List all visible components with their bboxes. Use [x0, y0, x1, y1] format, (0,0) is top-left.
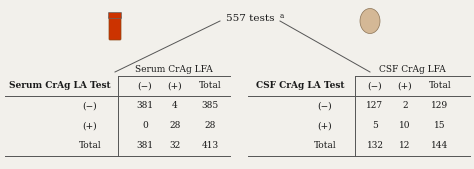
Text: Total: Total — [314, 141, 337, 151]
Text: (+): (+) — [82, 122, 97, 130]
Text: 4: 4 — [172, 102, 178, 111]
Text: (−): (−) — [318, 102, 332, 111]
Text: (+): (+) — [318, 122, 332, 130]
Text: 32: 32 — [169, 141, 181, 151]
FancyBboxPatch shape — [109, 16, 121, 40]
Text: 12: 12 — [399, 141, 410, 151]
Text: 5: 5 — [372, 122, 378, 130]
Text: (−): (−) — [82, 102, 97, 111]
Text: 28: 28 — [204, 122, 216, 130]
Text: 129: 129 — [431, 102, 448, 111]
Text: Total: Total — [79, 141, 101, 151]
Text: (+): (+) — [168, 81, 182, 91]
Text: CSF CrAg LFA: CSF CrAg LFA — [379, 65, 446, 74]
Text: 385: 385 — [201, 102, 219, 111]
Text: 144: 144 — [431, 141, 448, 151]
Text: 413: 413 — [201, 141, 219, 151]
Text: 15: 15 — [434, 122, 446, 130]
Text: (+): (+) — [398, 81, 412, 91]
Text: 10: 10 — [399, 122, 411, 130]
Text: CSF CrAg LA Test: CSF CrAg LA Test — [256, 81, 344, 91]
Text: 557 tests: 557 tests — [226, 14, 274, 23]
Text: 381: 381 — [137, 141, 154, 151]
Text: Total: Total — [199, 81, 221, 91]
Text: 381: 381 — [137, 102, 154, 111]
Text: Serum CrAg LFA: Serum CrAg LFA — [135, 65, 213, 74]
FancyBboxPatch shape — [109, 13, 121, 18]
Text: (−): (−) — [368, 81, 383, 91]
Text: 132: 132 — [366, 141, 383, 151]
Text: 0: 0 — [142, 122, 148, 130]
Text: Total: Total — [428, 81, 451, 91]
Text: 2: 2 — [402, 102, 408, 111]
Text: 28: 28 — [169, 122, 181, 130]
Text: 127: 127 — [366, 102, 383, 111]
Text: Serum CrAg LA Test: Serum CrAg LA Test — [9, 81, 111, 91]
Text: a: a — [280, 12, 284, 20]
Ellipse shape — [360, 8, 380, 33]
Text: (−): (−) — [137, 81, 152, 91]
